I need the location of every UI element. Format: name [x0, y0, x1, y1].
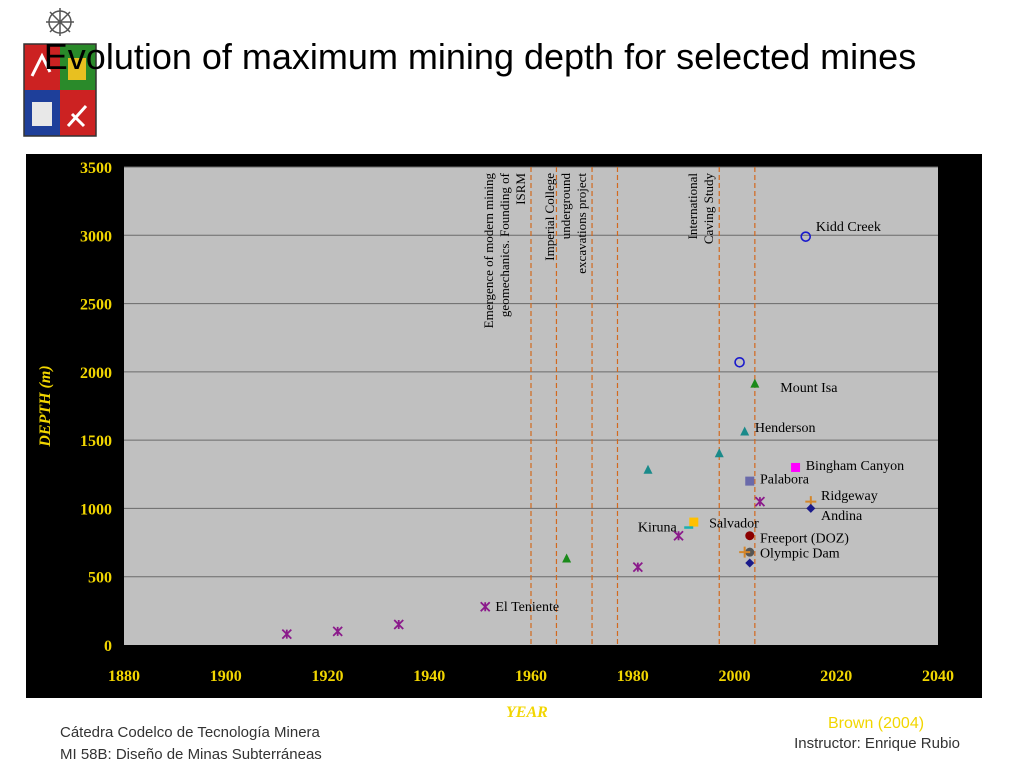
- university-crest-logo: [23, 8, 97, 137]
- event-label: excavations project: [574, 173, 589, 274]
- x-tick-label: 1960: [515, 668, 547, 685]
- data-point: [632, 562, 643, 573]
- series-label: Bingham Canyon: [806, 459, 904, 474]
- footer-line-2: MI 58B: Diseño de Minas Subterráneas: [60, 746, 322, 763]
- series-label: Ridgeway: [821, 489, 878, 504]
- event-label: ISRM: [513, 173, 528, 205]
- series-label: Andina: [821, 509, 863, 524]
- data-point: [562, 553, 572, 563]
- x-tick-label: 1880: [108, 668, 140, 685]
- series-label: Olympic Dam: [760, 546, 840, 561]
- series-label: El Teniente: [495, 600, 559, 615]
- y-tick-label: 1000: [80, 501, 112, 518]
- event-label: underground: [558, 173, 573, 240]
- y-tick-label: 0: [104, 638, 112, 655]
- event-label: Emergence of modern mining: [481, 173, 496, 329]
- y-tick-label: 3000: [80, 228, 112, 245]
- series-label: Kiruna: [638, 521, 678, 536]
- data-point: [643, 464, 653, 474]
- chart-panel: Emergence of modern mining geomechanics. …: [26, 154, 982, 698]
- x-tick-label: 2040: [922, 668, 954, 685]
- data-point: [673, 530, 684, 541]
- x-tick-label: 2000: [719, 668, 751, 685]
- x-tick-label: 1900: [210, 668, 242, 685]
- x-tick-label: 1920: [312, 668, 344, 685]
- x-tick-label: 2020: [820, 668, 852, 685]
- data-point: [745, 476, 755, 486]
- depth-scatter-chart: Emergence of modern mining geomechanics. …: [37, 160, 954, 685]
- data-point: [740, 426, 750, 436]
- slide-title: Evolution of maximum mining depth for se…: [43, 36, 917, 77]
- event-label: geomechanics. Founding of: [497, 172, 512, 317]
- series-label: Henderson: [755, 421, 816, 436]
- source-citation: Brown (2004): [828, 715, 925, 732]
- x-tick-label: 1940: [413, 668, 445, 685]
- series-label: Palabora: [760, 473, 810, 488]
- event-label: Imperial College: [542, 173, 557, 261]
- series-label: Mount Isa: [780, 381, 838, 396]
- data-point: [750, 378, 760, 388]
- data-point: [689, 517, 699, 527]
- footer-course-info: Cátedra Codelco de Tecnología Minera MI …: [60, 722, 322, 766]
- y-tick-label: 2000: [80, 365, 112, 382]
- plot-area: [124, 167, 938, 645]
- y-tick-label: 3500: [80, 160, 112, 177]
- data-point: [714, 448, 724, 458]
- x-tick-label: 1980: [617, 668, 649, 685]
- y-axis-label: DEPTH (m): [37, 365, 54, 447]
- footer-instructor: Instructor: Enrique Rubio: [794, 735, 960, 752]
- data-point: [754, 496, 766, 507]
- data-point: [739, 546, 751, 558]
- y-tick-label: 500: [88, 570, 112, 587]
- y-tick-label: 2500: [80, 297, 112, 314]
- series-label: Freeport (DOZ): [760, 531, 849, 546]
- data-point: [332, 626, 343, 637]
- y-tick-label: 1500: [80, 433, 112, 450]
- data-point: [806, 503, 816, 513]
- data-point: [745, 558, 755, 568]
- data-point: [800, 231, 812, 242]
- event-label: International: [685, 173, 700, 240]
- data-point: [734, 356, 745, 368]
- series-label: Kidd Creek: [816, 220, 881, 235]
- data-point: [480, 601, 491, 612]
- data-point: [791, 462, 801, 472]
- footer-line-1: Cátedra Codelco de Tecnología Minera: [60, 724, 320, 741]
- x-axis-label: YEAR: [506, 704, 548, 721]
- star-emblem-icon: [46, 8, 74, 36]
- event-label: Caving Study: [701, 173, 716, 245]
- data-point: [281, 628, 292, 640]
- data-point: [393, 619, 404, 630]
- data-point: [745, 531, 755, 541]
- series-label: Salvador: [709, 516, 759, 531]
